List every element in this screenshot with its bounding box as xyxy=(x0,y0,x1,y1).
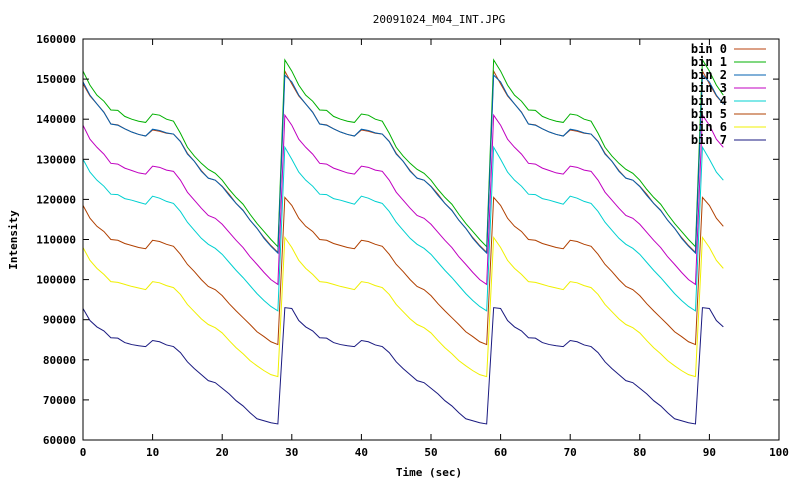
x-axis-label: Time (sec) xyxy=(396,466,462,479)
x-tick-label: 100 xyxy=(769,446,789,459)
y-tick-label: 70000 xyxy=(43,394,76,407)
y-tick-label: 60000 xyxy=(43,434,76,447)
x-tick-label: 30 xyxy=(285,446,298,459)
x-tick-label: 10 xyxy=(146,446,159,459)
series-line-bin-7 xyxy=(82,307,724,425)
series-line-bin-2 xyxy=(82,73,724,255)
y-tick-label: 150000 xyxy=(36,73,76,86)
y-tick-label: 140000 xyxy=(36,113,76,126)
legend-label: bin 6 xyxy=(691,120,727,134)
x-tick-label: 40 xyxy=(355,446,368,459)
legend-label: bin 0 xyxy=(691,42,727,56)
x-tick-label: 80 xyxy=(633,446,646,459)
legend-label: bin 1 xyxy=(691,55,727,69)
legend-label: bin 3 xyxy=(691,81,727,95)
legend-label: bin 5 xyxy=(691,107,727,121)
x-tick-label: 50 xyxy=(424,446,437,459)
y-tick-label: 90000 xyxy=(43,314,76,327)
series-line-bin-5 xyxy=(82,196,724,346)
legend-label: bin 4 xyxy=(691,94,727,108)
x-tick-label: 60 xyxy=(494,446,507,459)
y-tick-label: 110000 xyxy=(36,234,76,247)
ticks-layer: 0 10 20 30 40 50 60 70 80 90 100 60000 70000 80000 900… xyxy=(36,33,789,459)
y-tick-label: 120000 xyxy=(36,193,76,206)
y-tick-label: 100000 xyxy=(36,274,76,287)
legend-label: bin 7 xyxy=(691,133,727,147)
legend-label: bin 2 xyxy=(691,68,727,82)
x-tick-label: 70 xyxy=(564,446,577,459)
y-tick-label: 80000 xyxy=(43,354,76,367)
x-tick-label: 0 xyxy=(80,446,87,459)
x-tick-label: 20 xyxy=(216,446,229,459)
y-tick-label: 160000 xyxy=(36,33,76,46)
series-line-bin-4 xyxy=(82,145,724,312)
series-layer xyxy=(82,58,724,425)
y-axis-label: Intensity xyxy=(7,210,20,270)
series-line-bin-3 xyxy=(82,113,724,286)
series-line-bin-1 xyxy=(82,58,724,248)
x-tick-label: 90 xyxy=(703,446,716,459)
y-tick-label: 130000 xyxy=(36,153,76,166)
series-line-bin-6 xyxy=(82,236,724,378)
chart-title: 20091024_M04_INT.JPG xyxy=(373,13,505,26)
